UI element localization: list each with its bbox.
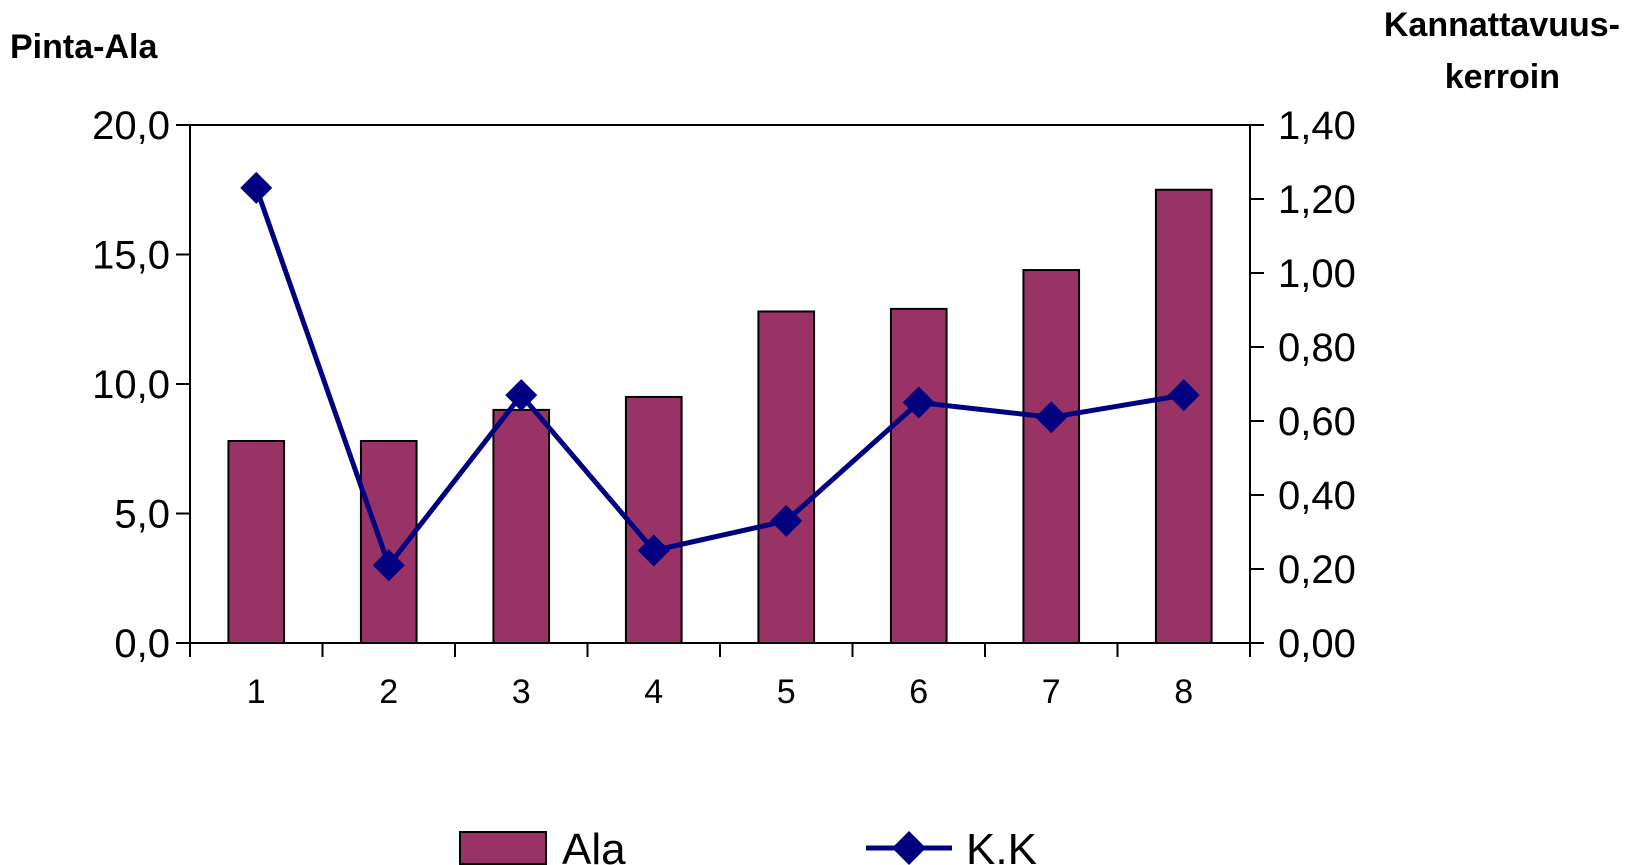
right-axis-tick-label: 0,20 xyxy=(1278,548,1356,592)
bar-ala xyxy=(227,439,286,645)
right-axis-tick-label: 0,60 xyxy=(1278,400,1356,444)
right-axis-tick-label: 0,40 xyxy=(1278,474,1356,518)
legend-swatch-ala xyxy=(459,831,547,865)
left-axis-tick-label: 5,0 xyxy=(114,493,170,537)
right-axis-tick-label: 1,20 xyxy=(1278,178,1356,222)
point-kk xyxy=(902,386,935,419)
bar-ala xyxy=(492,408,551,644)
right-axis-tick-label: 1,00 xyxy=(1278,252,1356,296)
legend-marker-kk xyxy=(892,831,926,865)
bar-ala xyxy=(624,395,683,645)
line-layer xyxy=(240,171,1200,582)
bar-ala xyxy=(757,310,816,644)
x-category-label: 2 xyxy=(379,673,398,711)
x-category-label: 5 xyxy=(777,673,796,711)
point-kk xyxy=(770,504,803,537)
right-axis-title-line1: Kannattavuus- xyxy=(1384,6,1620,44)
x-category-label: 6 xyxy=(909,673,928,711)
x-category-label: 8 xyxy=(1174,673,1193,711)
point-kk xyxy=(1167,379,1200,412)
point-kk xyxy=(1035,401,1068,434)
point-kk xyxy=(240,171,273,204)
legend-label-ala: Ala xyxy=(562,825,626,865)
right-axis-title-line2: kerroin xyxy=(1445,58,1560,96)
right-axis-tick-label: 0,00 xyxy=(1278,622,1356,666)
right-axis-tick-label: 0,80 xyxy=(1278,326,1356,370)
legend-label-kk: K.K xyxy=(966,825,1037,865)
series-line-kk xyxy=(253,187,1185,568)
right-axis-tick-label: 1,40 xyxy=(1278,104,1356,148)
x-category-label: 4 xyxy=(644,673,663,711)
bar-ala xyxy=(1022,269,1081,644)
legend: Ala K.K xyxy=(459,825,1037,865)
bar-ala xyxy=(889,307,948,644)
bars-layer xyxy=(227,188,1213,645)
left-axis-tick-label: 0,0 xyxy=(114,622,170,666)
left-axis-tick-label: 10,0 xyxy=(92,363,170,407)
axes-layer: 0,0 5,0 10,0 15,0 20,0 0,00 0,20 0,40 0,60 0,80 1,… xyxy=(92,104,1356,711)
x-category-label: 3 xyxy=(512,673,531,711)
left-axis-tick-label: 15,0 xyxy=(92,234,170,278)
point-kk xyxy=(637,534,670,567)
point-kk xyxy=(505,379,538,412)
bar-ala xyxy=(1154,188,1213,644)
point-kk xyxy=(372,549,405,582)
x-category-label: 7 xyxy=(1042,673,1061,711)
x-category-label: 1 xyxy=(247,673,266,711)
left-axis-tick-label: 20,0 xyxy=(92,104,170,148)
left-axis-title: Pinta-Ala xyxy=(10,28,158,66)
